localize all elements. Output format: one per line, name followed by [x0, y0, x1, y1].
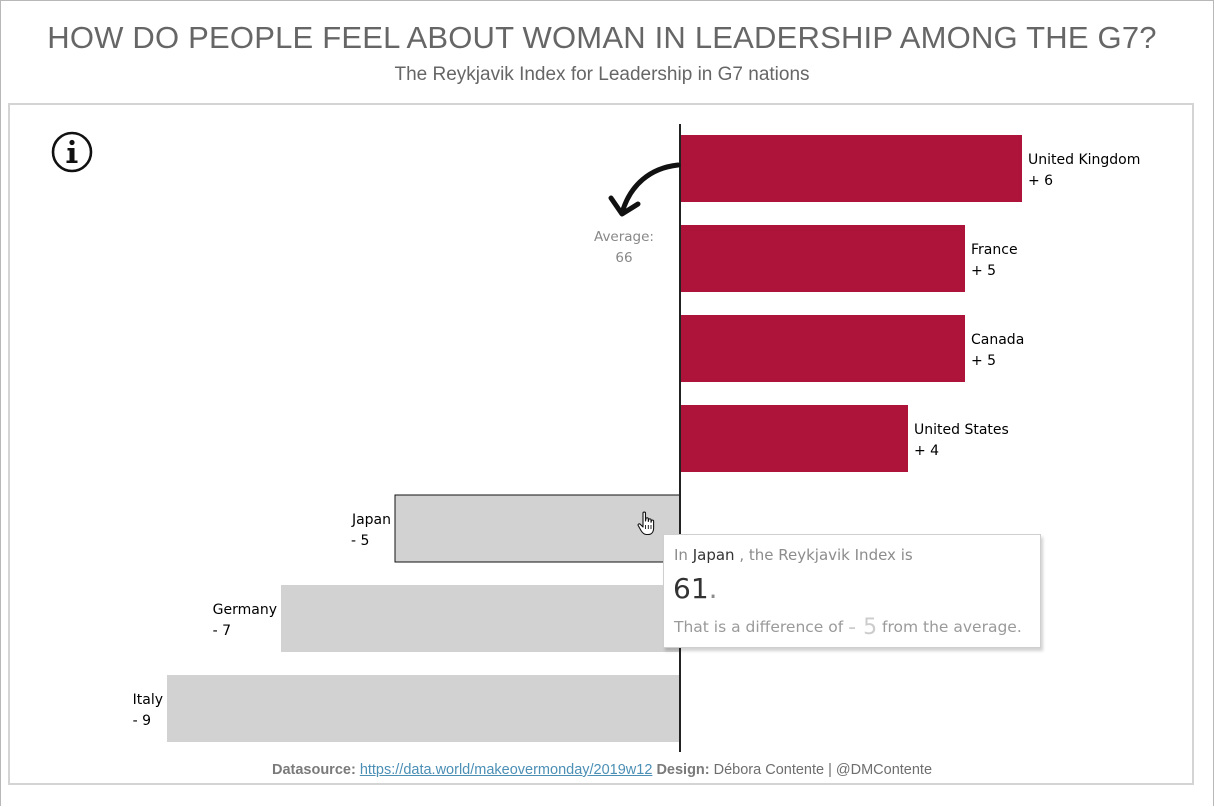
value-label: - 9 — [133, 713, 151, 729]
info-icon[interactable] — [51, 131, 93, 173]
category-label: Canada — [971, 332, 1024, 348]
bar-canada[interactable] — [680, 315, 965, 382]
value-label: - 5 — [351, 533, 369, 549]
design-label: Design: — [656, 762, 710, 778]
datasource-label: Datasource: — [271, 762, 356, 778]
hand-pointer-icon — [637, 511, 655, 536]
category-label: Italy — [133, 692, 163, 708]
datasource-link[interactable]: https://data.world/makeovermonday/2019w1… — [359, 762, 653, 778]
average-label: Average: — [594, 229, 654, 245]
value-label: + 4 — [914, 443, 939, 459]
chart-panel — [8, 103, 1194, 785]
tooltip-diff: - 5 — [848, 615, 878, 640]
value-label: + 5 — [971, 263, 996, 279]
page-title: HOW DO PEOPLE FEEL ABOUT WOMAN IN LEADER… — [47, 20, 1157, 55]
tooltip-line-3: That is a difference of - 5 from the ave… — [674, 615, 1022, 640]
tooltip-diff-suffix: from the average. — [877, 618, 1022, 636]
category-label: Germany — [213, 602, 277, 618]
page-subtitle: The Reykjavik Index for Leadership in G7… — [394, 64, 810, 85]
tooltip: In Japan , the Reykjavik Index is 61. Th… — [663, 534, 1041, 648]
tooltip-line-2: 61. — [673, 572, 718, 605]
tooltip-line-1: In Japan , the Reykjavik Index is — [674, 546, 913, 564]
value-label: + 6 — [1028, 173, 1053, 189]
bar-france[interactable] — [680, 225, 965, 292]
average-value: 66 — [615, 250, 632, 266]
tooltip-diff-prefix: That is a difference of — [674, 618, 849, 636]
tooltip-value-dot: . — [708, 572, 718, 605]
bar-united-states[interactable] — [680, 405, 908, 472]
bar-united-kingdom[interactable] — [680, 135, 1022, 202]
tooltip-value: 61 — [673, 572, 709, 605]
category-label: Japan — [351, 512, 391, 528]
tooltip-suffix: , the Reykjavik Index is — [734, 546, 913, 564]
value-label: - 7 — [213, 623, 231, 639]
design-credit: Débora Contente | @DMContente — [713, 762, 933, 778]
tooltip-prefix: In — [674, 546, 693, 564]
value-label: + 5 — [971, 353, 996, 369]
curved-arrow-icon — [608, 162, 681, 217]
bar-italy[interactable] — [167, 675, 680, 742]
category-label: France — [971, 242, 1018, 258]
category-label: United States — [914, 422, 1009, 438]
category-label: United Kingdom — [1028, 152, 1140, 168]
bar-germany[interactable] — [281, 585, 680, 652]
footer: Datasource: https://data.world/makeoverm… — [0, 762, 1204, 778]
tooltip-country: Japan — [692, 546, 735, 564]
